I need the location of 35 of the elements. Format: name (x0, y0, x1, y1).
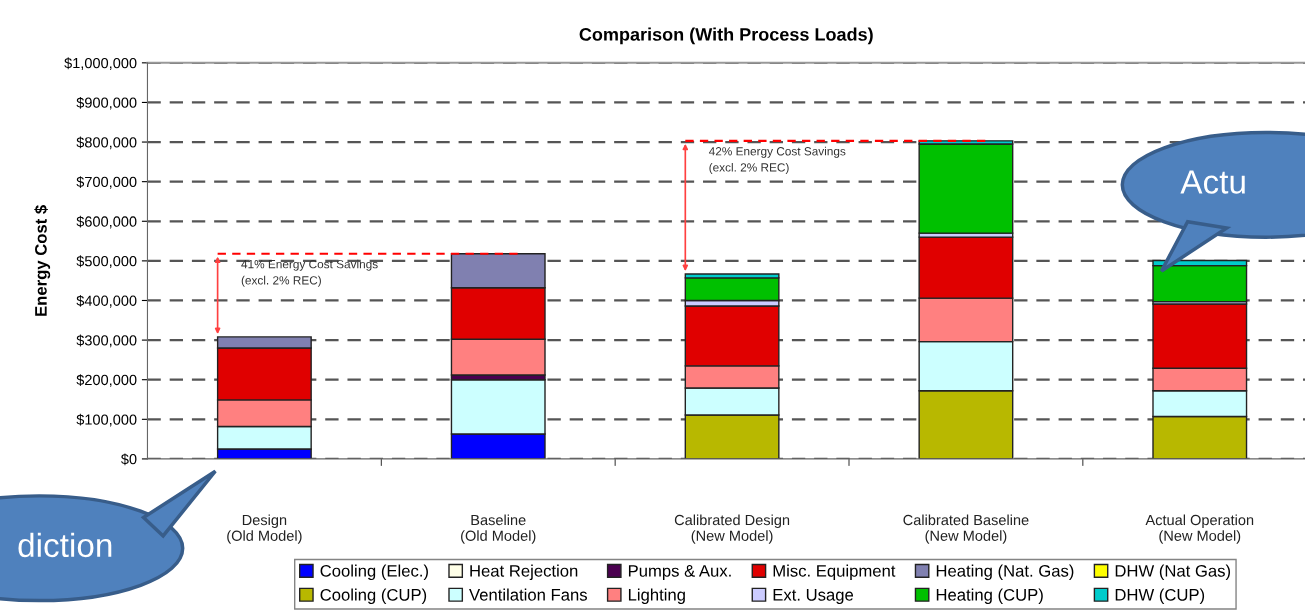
text: diction (18, 532, 112, 558)
annotation: Actu (1180, 170, 1245, 194)
y-tick-label: $100,000 (76, 413, 137, 427)
x-tick-label: Calibrated Baseline (New Model) (903, 514, 1029, 544)
y-tick-label: $0 (120, 453, 137, 466)
legend-label: Lighting (628, 588, 685, 605)
y-tick-label: $800,000 (76, 136, 137, 150)
legend-label: Ventilation Fans (469, 588, 587, 601)
legend-label: DHW (CUP) (1115, 588, 1205, 605)
legend-label: Ext. Usage (773, 589, 854, 605)
y-tick-label: $900,000 (76, 96, 137, 110)
annotation: 41% Energy Cost Savings (excl. 2% REC) (241, 259, 378, 287)
legend-label: Heating (Nat. Gas) (936, 564, 1074, 581)
legend-label: DHW (Nat Gas) (1115, 564, 1231, 581)
y-tick-label: $1,000,000 (64, 57, 137, 70)
y-tick-label: $600,000 (76, 215, 137, 229)
x-tick-label: Actual Operation (New Model) (1145, 514, 1254, 544)
legend-label: Cooling (Elec.) (320, 564, 428, 581)
legend-label: Misc. Equipment (773, 564, 896, 581)
chart-title: Comparison (With Process Loads) (579, 27, 873, 45)
x-tick-label: Baseline (Old Model) (461, 514, 536, 544)
y-tick-label: $400,000 (76, 294, 137, 308)
x-tick-label: Design (Old Model) (227, 514, 302, 544)
y-tick-label: $500,000 (76, 255, 137, 269)
legend-label: Heat Rejection (470, 564, 578, 581)
annotation: 42% Energy Cost Savings (excl. 2% REC) (708, 146, 846, 174)
legend-label: Pumps & Aux. (628, 565, 731, 581)
legend-label: Cooling (CUP) (320, 588, 427, 605)
legend-label: Heating (CUP) (936, 588, 1043, 605)
y-axis-title: Energy Cost $ (34, 205, 51, 316)
bar (918, 143, 1014, 234)
x-tick-label: Calibrated Design (New Model) (674, 514, 790, 544)
y-tick-label: $700,000 (76, 176, 137, 189)
y-tick-label: $200,000 (76, 374, 137, 387)
y-tick-label: $300,000 (76, 334, 137, 348)
